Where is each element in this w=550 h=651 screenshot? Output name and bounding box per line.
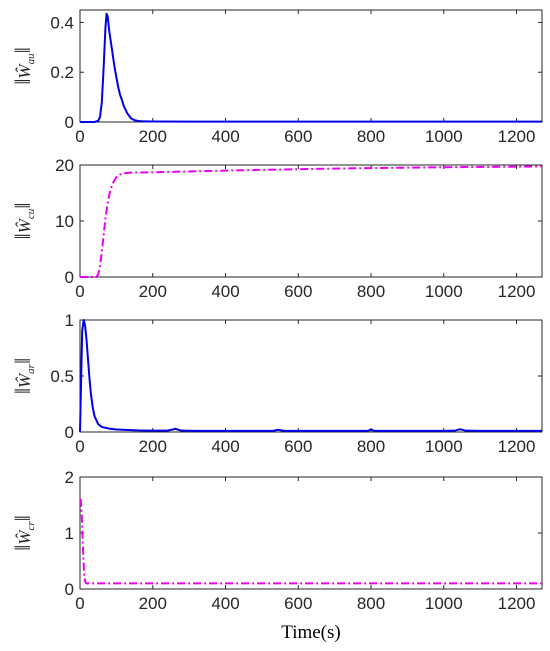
x-tick-label: 600 [284,127,312,146]
panel-w-ar: 0 200 400 600 800 1000 1200 0 0.5 1 ‖Ŵar‖ [10,311,543,456]
y-tick-label: 0.5 [50,367,74,386]
x-tick-label: 1000 [425,594,463,613]
x-tick-label: 800 [357,437,385,456]
y-axis-label: ‖Ŵcu‖ [10,203,37,240]
x-tick-label: 1200 [498,437,536,456]
x-tick-label: 200 [139,437,167,456]
x-tick-label: 1200 [498,127,536,146]
x-tick-label: 0 [75,437,84,456]
x-tick-label: 600 [284,594,312,613]
series-line [80,165,543,278]
x-tick-label: 1000 [425,127,463,146]
axes-box [79,319,543,433]
x-tick-label: 1000 [425,437,463,456]
x-tick-label: 600 [284,282,312,301]
x-tick-label: 600 [284,437,312,456]
axes-box [79,476,543,590]
y-tick-label: 1 [65,524,74,543]
x-tick-label: 200 [139,594,167,613]
x-axis-label: Time(s) [281,622,340,643]
y-axis-label: ‖Ŵau‖ [10,47,37,85]
axes-box [79,9,543,123]
x-tick-label: 0 [75,127,84,146]
x-tick-label: 800 [357,594,385,613]
x-tick-label: 1000 [425,282,463,301]
x-tick-label: 1200 [498,282,536,301]
x-tick-label: 800 [357,282,385,301]
y-tick-label: 0 [65,580,74,599]
y-tick-label: 0.2 [50,63,74,82]
x-tick-label: 200 [139,282,167,301]
series-line [79,319,542,433]
y-tick-label: 0 [65,268,74,287]
panel-w-cr: 0 200 400 600 800 1000 1200 0 1 2 ‖Ŵcr‖ [10,468,543,613]
y-tick-label: 20 [55,156,74,175]
x-tick-label: 1200 [498,594,536,613]
x-tick-label: 200 [139,127,167,146]
x-tick-label: 400 [211,127,239,146]
panel-w-cu: 0 200 400 600 800 1000 1200 0 10 20 ‖Ŵcu‖ [10,156,543,301]
x-tick-label: 400 [211,594,239,613]
series-line [80,12,542,123]
y-tick-label: 0 [65,423,74,442]
x-tick-label: 0 [75,282,84,301]
y-tick-label: 10 [55,212,74,231]
y-tick-label: 1 [65,311,74,330]
series-line [79,498,542,585]
axes-box [79,164,543,278]
x-tick-label: 0 [75,594,84,613]
y-tick-label: 0.4 [50,13,74,32]
y-tick-label: 2 [65,468,74,487]
x-tick-label: 800 [357,127,385,146]
y-tick-label: 0 [65,113,74,132]
x-tick-label: 400 [211,437,239,456]
panel-w-au: 0 200 400 600 800 1000 1200 0 0.2 0.4 ‖Ŵau‖ [10,9,543,146]
x-tick-label: 400 [211,282,239,301]
y-axis-label: ‖Ŵar‖ [10,358,37,394]
y-axis-label: ‖Ŵcr‖ [10,515,37,551]
